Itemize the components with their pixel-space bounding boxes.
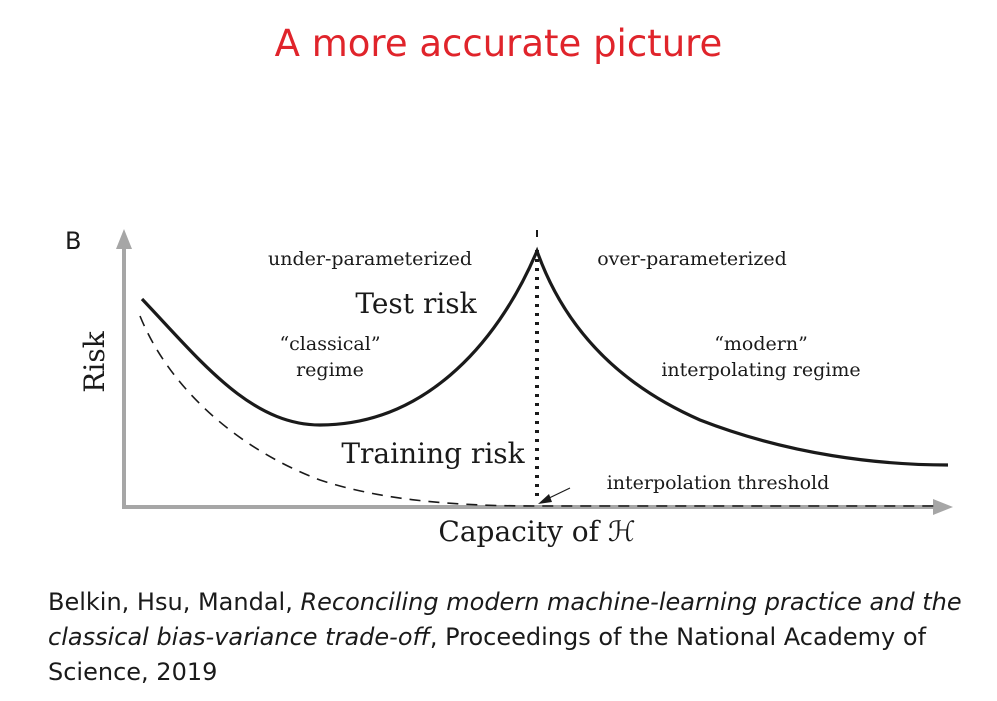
modern-regime-label-line1: “modern” [714,333,808,355]
citation: Belkin, Hsu, Mandal, Reconciling modern … [48,585,968,690]
test-risk-label: Test risk [355,287,477,320]
training-risk-label: Training risk [341,437,525,470]
y-axis-arrowhead [116,229,132,249]
training-risk-curve [139,315,935,507]
x-axis-arrowhead [933,499,953,515]
classical-regime-label-line2: regime [296,359,364,381]
x-axis-label: Capacity of ℋ [438,515,635,548]
slide-title: A more accurate picture [274,22,723,65]
region-left-label: under-parameterized [268,248,472,270]
y-axis-label: Risk [78,330,111,392]
citation-paper-title: Reconciling modern machine-learning prac… [48,588,962,651]
classical-regime-label-line1: “classical” [279,333,380,355]
region-right-label: over-parameterized [597,248,787,270]
axes [116,229,953,515]
citation-authors: Belkin, Hsu, Mandal, [48,588,301,616]
panel-label: B [65,227,81,255]
test-risk-curve [140,246,949,467]
threshold-pointer-arrowhead [538,494,552,504]
interpolation-threshold-label: interpolation threshold [607,472,830,494]
citation-venue: , Proceedings of the National Academy of… [48,623,927,686]
modern-regime-label-line2: interpolating regime [661,359,860,381]
